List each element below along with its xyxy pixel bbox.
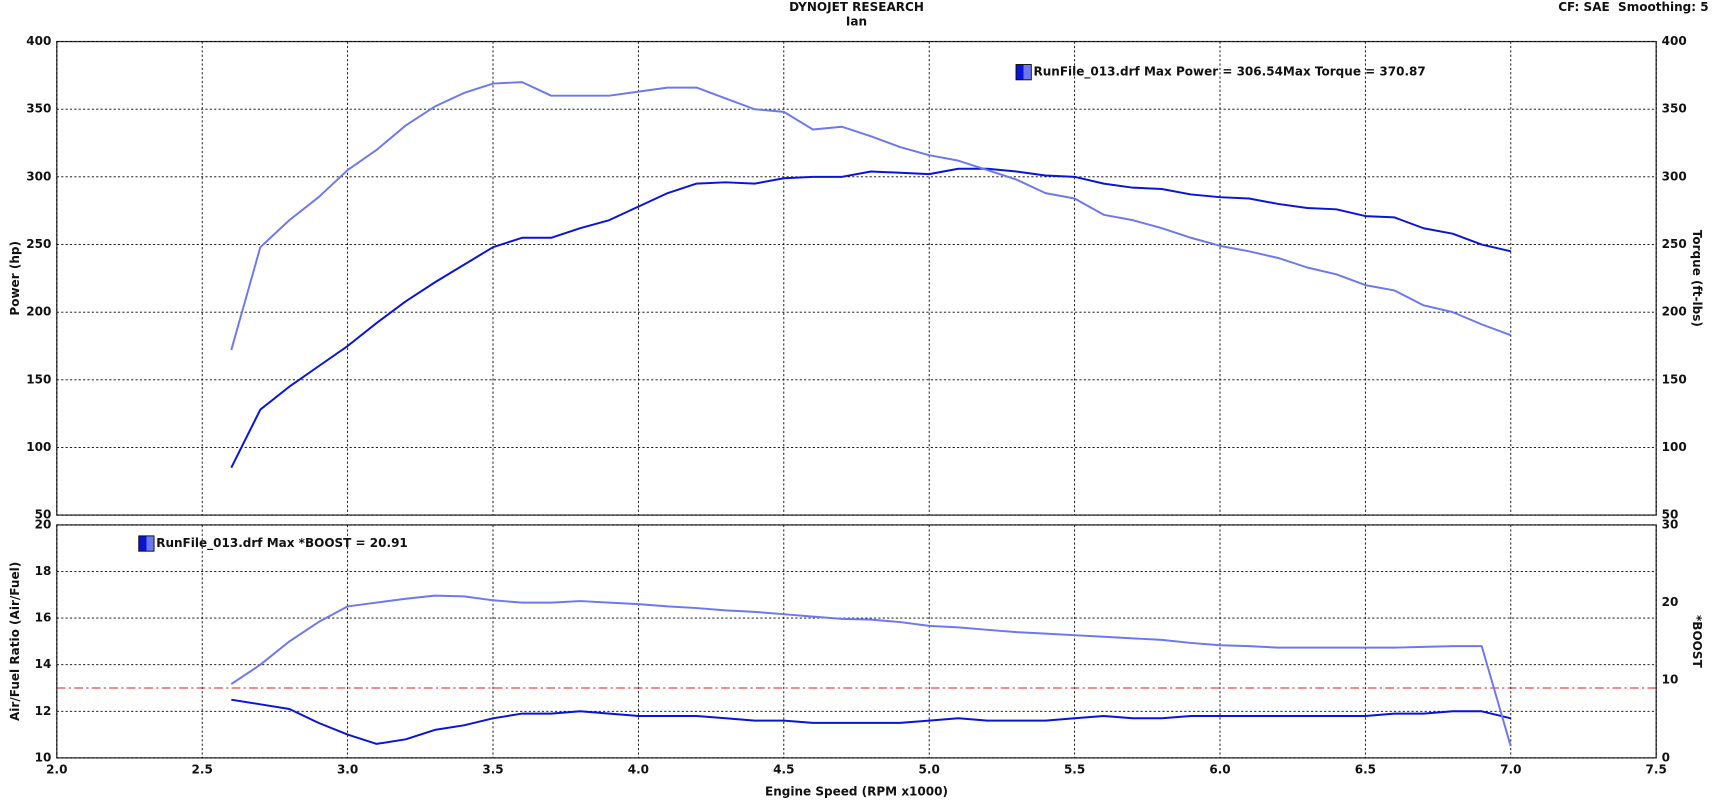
y-tick-label: 20 [35, 517, 52, 531]
x-tick-label: 7.0 [1500, 762, 1521, 776]
x-tick-label: 3.0 [337, 762, 358, 776]
y2-tick-label: 0 [1662, 750, 1670, 764]
y2-tick-label: 250 [1662, 237, 1687, 251]
x-tick-label: 2.5 [192, 762, 213, 776]
y2-tick-label: 400 [1662, 34, 1687, 48]
y-tick-label: 350 [26, 102, 51, 116]
chart-title: DYNOJET RESEARCH [789, 0, 924, 14]
x-tick-label: 6.0 [1209, 762, 1230, 776]
chart-subtitle: Ian [846, 14, 867, 28]
x-tick-label: 6.5 [1355, 762, 1376, 776]
y2-tick-label: 100 [1662, 440, 1687, 454]
y-axis-title: Air/Fuel Ratio (Air/Fuel) [8, 562, 22, 721]
y-tick-label: 10 [35, 750, 52, 764]
plot-area [56, 40, 1657, 516]
series-line [230, 594, 1512, 747]
x-tick-label: 2.0 [46, 762, 67, 776]
y-tick-label: 300 [26, 169, 51, 183]
series-line [230, 81, 1512, 351]
plot-area [56, 524, 1657, 759]
series-line [231, 698, 1512, 745]
y-tick-label: 14 [35, 657, 52, 671]
y2-tick-label: 300 [1662, 169, 1687, 183]
y-tick-label: 250 [26, 237, 51, 251]
x-tick-label: 3.5 [482, 762, 503, 776]
y2-tick-label: 50 [1662, 508, 1679, 522]
y2-tick-label: 350 [1662, 102, 1687, 116]
x-tick-label: 4.0 [628, 762, 649, 776]
y-tick-label: 16 [35, 611, 52, 625]
legend-label: RunFile_013.drf Max *BOOST = 20.91 [156, 536, 408, 551]
series-line [230, 167, 1512, 469]
x-axis-title: Engine Speed (RPM x1000) [765, 784, 948, 798]
legend-label: RunFile_013.drf Max Power = 306.54Max To… [1033, 65, 1425, 80]
y-axis-title: Power (hp) [8, 241, 22, 316]
y-tick-label: 50 [35, 508, 52, 522]
y-tick-label: 12 [35, 704, 52, 718]
y2-tick-label: 20 [1662, 595, 1679, 609]
y2-tick-label: 200 [1662, 305, 1687, 319]
y2-tick-label: 10 [1662, 673, 1679, 687]
x-tick-label: 5.5 [1064, 762, 1085, 776]
y-tick-label: 100 [26, 440, 51, 454]
y-tick-label: 400 [26, 34, 51, 48]
y-tick-label: 200 [26, 305, 51, 319]
y2-axis-title: Torque (ft-lbs) [1690, 230, 1704, 327]
y-tick-label: 18 [35, 564, 52, 578]
x-tick-label: 4.5 [773, 762, 794, 776]
y-tick-label: 150 [26, 372, 51, 386]
y2-axis-title: *BOOST [1690, 615, 1704, 669]
settings-note: CF: SAE Smoothing: 5 [1558, 0, 1708, 14]
x-tick-label: 5.0 [919, 762, 940, 776]
x-tick-label: 7.5 [1646, 762, 1667, 776]
y2-tick-label: 30 [1662, 517, 1679, 531]
legend-swatch [1015, 64, 1032, 81]
y2-tick-label: 150 [1662, 372, 1687, 386]
legend-swatch [138, 535, 155, 552]
